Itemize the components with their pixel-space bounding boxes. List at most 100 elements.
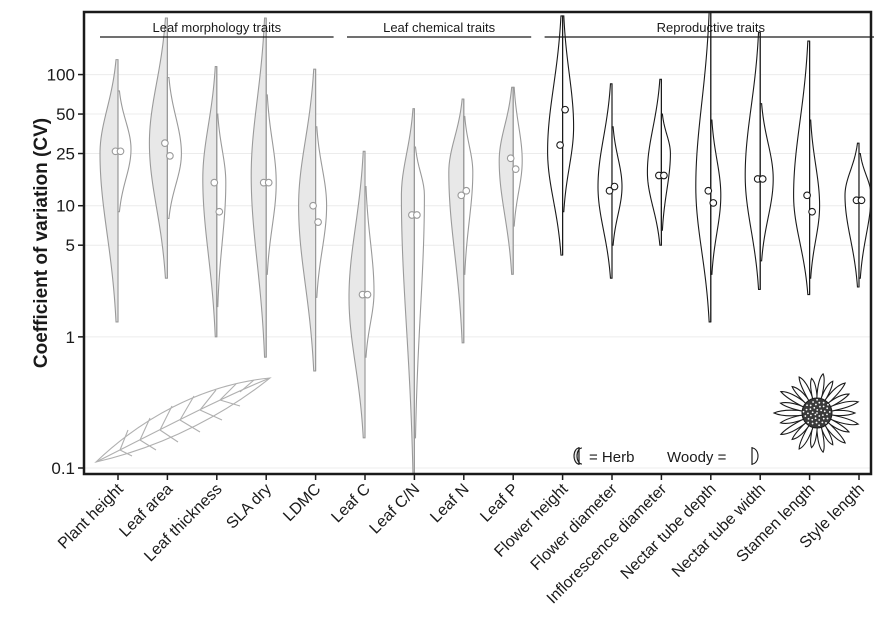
- violin-herb-half: [348, 150, 366, 439]
- flower-seed: [814, 413, 817, 416]
- violin-herb-half: [250, 17, 267, 358]
- flower-seed: [818, 419, 821, 421]
- herb-median-point: [556, 141, 564, 149]
- herb-legend-icon: [573, 447, 583, 465]
- violin-woody-half: [364, 186, 375, 358]
- flower-petal: [779, 391, 808, 409]
- flower-petal: [828, 400, 860, 412]
- x-tick-label: Leaf C: [328, 481, 373, 526]
- flower-petal: [798, 423, 814, 450]
- flower-petal: [823, 382, 847, 405]
- flower-seed: [802, 410, 805, 413]
- woody-median-point: [363, 290, 372, 299]
- y-tick-label: 50: [56, 105, 75, 124]
- herb-median-point: [605, 186, 614, 195]
- flower-seed: [809, 404, 812, 407]
- flower-petal: [828, 414, 860, 426]
- x-tick-label: Flower diameter: [528, 480, 622, 574]
- violin-3: [250, 17, 277, 358]
- flower-seed: [807, 421, 810, 424]
- woody-median-point: [511, 165, 520, 174]
- woody-median-point: [808, 207, 816, 216]
- flower-seed: [805, 408, 808, 411]
- y-tick-label: 0.1: [51, 459, 75, 478]
- legend-woody-label: Woody =: [667, 449, 727, 466]
- y-tick-label: 1: [66, 328, 75, 347]
- woody-median-point: [758, 175, 767, 183]
- violin-woody-half: [463, 115, 474, 275]
- woody-legend-icon: [751, 447, 759, 465]
- y-axis-label: Coefficient of variation (CV): [31, 118, 52, 368]
- plot-panel-border: [82, 10, 873, 476]
- violin-4: [298, 68, 328, 372]
- flower-seed: [827, 403, 829, 406]
- herb-median-point: [309, 201, 317, 210]
- woody-median-point: [709, 199, 718, 207]
- flower-seed: [816, 409, 819, 411]
- flower-seed: [826, 417, 829, 420]
- violin-herb-half: [547, 15, 564, 256]
- woody-median-point: [116, 147, 125, 156]
- violin-0: [99, 59, 132, 323]
- woody-median-point: [561, 105, 569, 114]
- violins: [99, 12, 871, 474]
- flower-seed: [809, 408, 812, 411]
- flower-seed: [814, 417, 817, 420]
- flower-petal: [816, 425, 825, 454]
- violin-woody-half: [117, 90, 132, 213]
- x-tick-label: Leaf C/N: [367, 481, 424, 538]
- y-tick-label: 100: [47, 66, 75, 85]
- violin-herb-half: [844, 142, 860, 288]
- woody-median-point: [215, 207, 224, 216]
- flower-seed: [816, 398, 818, 401]
- violin-8: [498, 86, 523, 275]
- flower-seed: [818, 415, 821, 417]
- violin-herb-half: [202, 66, 218, 338]
- violin-woody-half: [562, 15, 575, 213]
- flower-seed: [828, 411, 831, 413]
- flower-seed: [818, 401, 821, 404]
- woody-median-point: [660, 171, 668, 180]
- x-tick-label: Nectar tube depth: [618, 481, 720, 583]
- group-label: Reproductive traits: [657, 20, 766, 35]
- flower-seed: [815, 403, 817, 406]
- legend: = Herb Woody =: [573, 447, 759, 466]
- x-tick-label: Leaf P: [477, 481, 522, 526]
- violin-woody-half: [413, 146, 425, 439]
- violin-11: [646, 78, 671, 246]
- violin-14: [793, 40, 821, 296]
- woody-median-point: [857, 196, 866, 205]
- violin-herb-half: [148, 17, 168, 279]
- herb-median-point: [457, 191, 466, 200]
- violin-15: [844, 142, 871, 288]
- flower-seed: [811, 418, 814, 421]
- violin-2: [202, 66, 227, 338]
- flower-petal: [798, 376, 814, 403]
- violin-herb-half: [646, 78, 662, 246]
- group-label: Leaf morphology traits: [152, 20, 281, 35]
- flower-seed: [823, 410, 826, 413]
- woody-median-point: [264, 178, 273, 187]
- flower-petal: [810, 377, 818, 401]
- violin-12: [695, 12, 722, 323]
- violin-13: [744, 31, 774, 290]
- flower-seed: [809, 414, 812, 417]
- flower-seed: [816, 412, 818, 414]
- herb-median-point: [704, 186, 713, 195]
- x-tick-label: LDMC: [280, 481, 324, 525]
- violin-herb-half: [448, 98, 465, 344]
- herb-median-point: [506, 154, 515, 163]
- trait-group-headers: Leaf morphology traits Leaf chemical trai…: [100, 20, 874, 38]
- flower-illustration: [772, 372, 860, 454]
- violin-10: [597, 83, 623, 279]
- violin-woody-half: [858, 152, 871, 279]
- violin-herb-half: [597, 83, 613, 279]
- x-tick-label: Leaf N: [427, 481, 472, 526]
- flower-seed: [826, 413, 828, 416]
- herb-median-point: [161, 139, 169, 147]
- flower-seed: [825, 422, 827, 424]
- x-tick-label: Plant height: [55, 480, 127, 552]
- flower-seed: [807, 417, 810, 420]
